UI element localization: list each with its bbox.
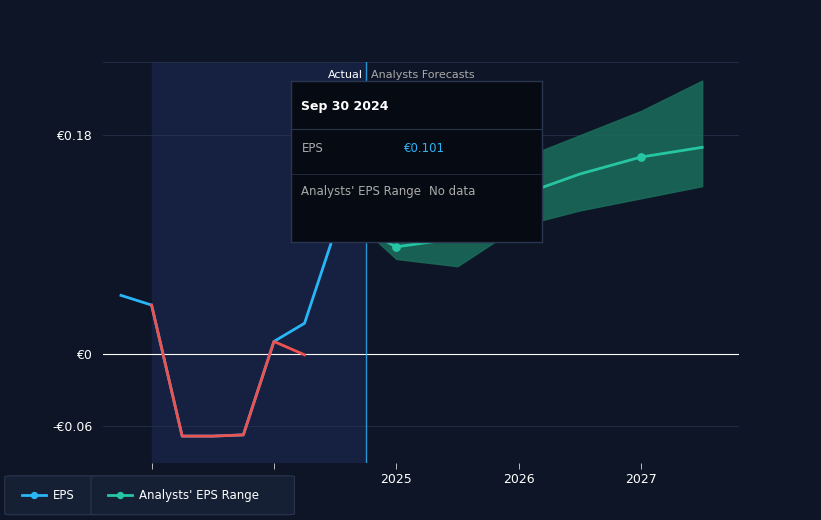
Text: Analysts Forecasts: Analysts Forecasts xyxy=(370,70,475,80)
Point xyxy=(359,227,372,235)
FancyBboxPatch shape xyxy=(91,476,295,515)
Text: No data: No data xyxy=(429,185,475,198)
Text: Actual: Actual xyxy=(328,70,363,80)
Text: EPS: EPS xyxy=(301,142,323,155)
Point xyxy=(512,192,525,200)
FancyBboxPatch shape xyxy=(5,476,98,515)
Text: Analysts' EPS Range: Analysts' EPS Range xyxy=(140,489,259,502)
Text: Analysts' EPS Range: Analysts' EPS Range xyxy=(301,185,421,198)
Text: Sep 30 2024: Sep 30 2024 xyxy=(301,100,389,113)
Point xyxy=(113,491,127,499)
Text: EPS: EPS xyxy=(53,489,75,502)
Text: €0.101: €0.101 xyxy=(404,142,445,155)
Bar xyxy=(152,62,365,463)
Point xyxy=(27,491,40,499)
Point xyxy=(635,153,648,161)
Point xyxy=(390,243,403,251)
